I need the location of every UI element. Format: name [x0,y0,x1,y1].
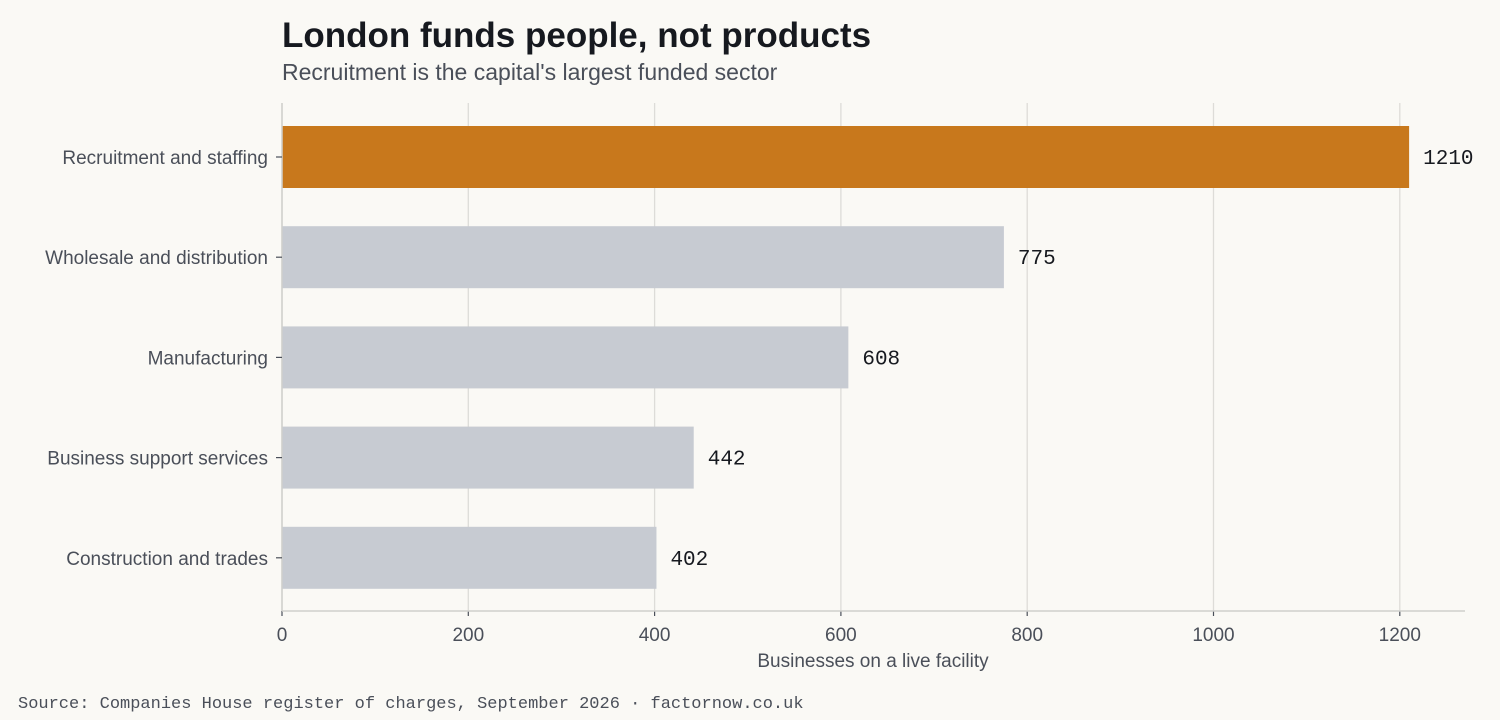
bar-chart: 1210 775 608 442 402 0 200 400 600 800 1000 1200 Re… [45,103,1474,672]
x-tick-label: 1000 [1192,625,1234,646]
bar [282,226,1004,289]
axes: 0 200 400 600 800 1000 1200 Recruitment and sta… [45,103,1465,646]
x-tick-label: 800 [1011,625,1043,646]
x-tick-label: 400 [639,625,671,646]
value-label: 775 [1018,248,1056,271]
value-label: 1210 [1423,148,1473,171]
bar [282,526,657,589]
value-label: 608 [862,348,900,371]
bar [282,426,694,489]
value-label: 402 [670,549,708,572]
chart-title: London funds people, not products [282,16,872,55]
x-tick-label: 600 [825,625,857,646]
category-label: Construction and trades [66,549,268,570]
category-label: Business support services [47,449,268,470]
x-axis-label: Businesses on a live facility [757,651,989,672]
chart-subtitle: Recruitment is the capital's largest fun… [282,59,778,85]
bars: 1210 775 608 442 402 [282,126,1474,589]
bar [282,126,1410,188]
category-label: Recruitment and staffing [62,148,268,169]
value-label: 442 [708,449,746,472]
x-tick-label: 200 [452,625,484,646]
category-label: Manufacturing [148,348,268,369]
x-tick-label: 1200 [1379,625,1421,646]
x-tick-label: 0 [277,625,288,646]
source-note: Source: Companies House register of char… [18,695,804,714]
category-label: Wholesale and distribution [45,248,268,269]
bar [282,326,849,389]
